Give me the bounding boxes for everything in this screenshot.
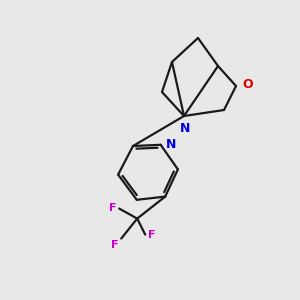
- Text: N: N: [180, 122, 190, 135]
- Text: O: O: [242, 77, 253, 91]
- Text: N: N: [166, 138, 176, 151]
- Text: F: F: [111, 240, 118, 250]
- Text: F: F: [148, 230, 156, 240]
- Text: F: F: [109, 202, 116, 213]
